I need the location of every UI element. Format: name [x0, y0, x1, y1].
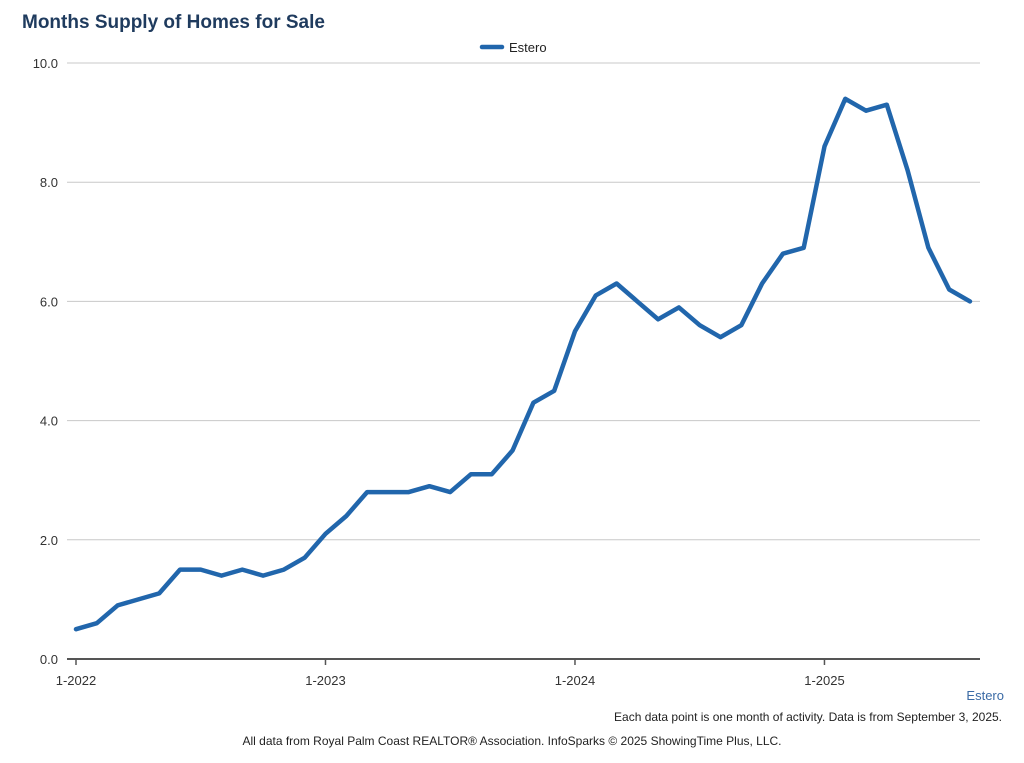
line-chart: Estero 0.0 2.0 4.0 6.0 8.0 10.0 1-2022 1-2023 1-… [33, 40, 980, 688]
x-tick-label: 1-2023 [305, 673, 345, 688]
y-tick-label: 4.0 [40, 414, 58, 429]
legend-label: Estero [509, 40, 547, 55]
series-lines [73, 96, 973, 632]
gridlines [67, 62, 980, 541]
x-tick-label: 1-2022 [56, 673, 96, 688]
y-tick-label: 2.0 [40, 533, 58, 548]
x-tick-label: 1-2024 [555, 673, 595, 688]
y-tick-label: 10.0 [33, 56, 58, 71]
y-tick-label: 6.0 [40, 294, 58, 309]
axes: 0.0 2.0 4.0 6.0 8.0 10.0 1-2022 1-2023 1-2024 1-2… [33, 56, 980, 688]
series-line-estero[interactable] [73, 96, 973, 632]
chart-title: Months Supply of Homes for Sale [22, 12, 325, 33]
legend[interactable]: Estero [479, 40, 547, 55]
series-end-label: Estero [966, 688, 1004, 703]
y-tick-label: 0.0 [40, 652, 58, 667]
x-tick-label: 1-2025 [804, 673, 844, 688]
footnote: Each data point is one month of activity… [614, 710, 1002, 724]
source-note: All data from Royal Palm Coast REALTOR® … [242, 734, 782, 748]
y-tick-label: 8.0 [40, 175, 58, 190]
